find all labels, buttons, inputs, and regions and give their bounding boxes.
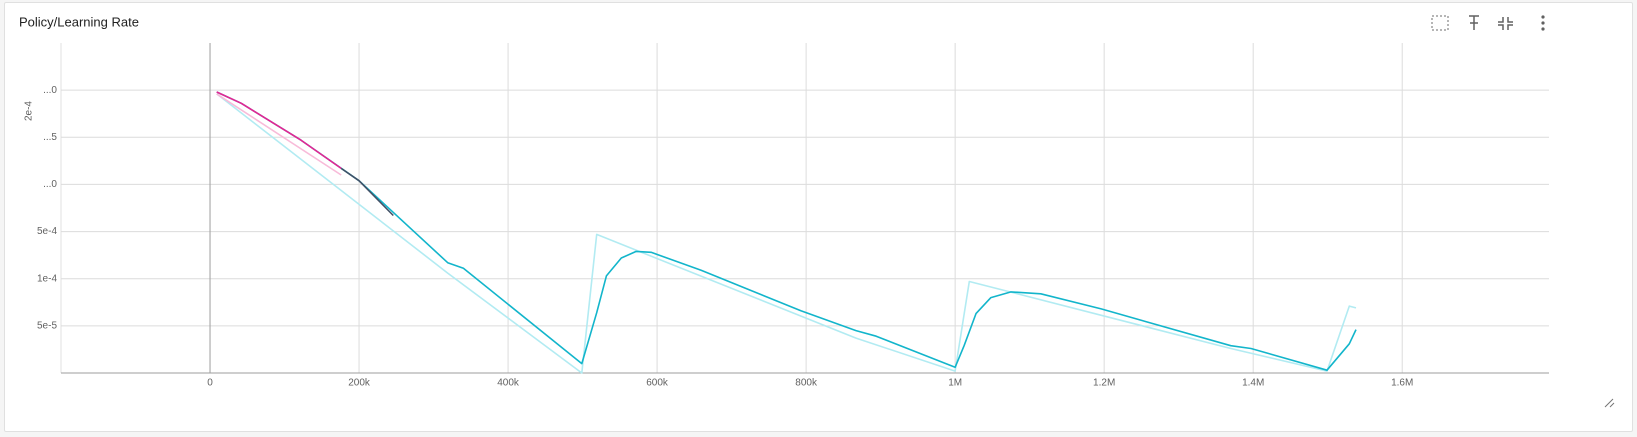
series-line — [216, 91, 342, 170]
x-tick-label: 1.2M — [1093, 378, 1115, 389]
pin-icon[interactable] — [1469, 15, 1479, 30]
x-tick-label: 1M — [948, 378, 962, 389]
series-line — [216, 93, 342, 176]
series-line — [340, 167, 394, 217]
toolbar — [1431, 15, 1615, 408]
x-tick-label: 800k — [795, 378, 818, 389]
y-tick-label: 1e-4 — [37, 273, 57, 284]
fit-domain-icon[interactable] — [1431, 15, 1449, 31]
y-label-fragment: 2e-4 — [24, 101, 35, 121]
series-line — [216, 93, 1357, 374]
resize-handle[interactable] — [1604, 398, 1615, 408]
x-tick-label: 400k — [497, 378, 520, 389]
y-tick-label: ...0 — [43, 179, 57, 190]
chart: Policy/Learning Rate 2e-4 5e-5 1e-4 5e-4..… — [19, 14, 1615, 408]
chart-card: Policy/Learning Rate 2e-4 5e-5 1e-4 5e-4..… — [4, 2, 1633, 432]
y-tick-label: ...0 — [43, 85, 57, 96]
chart-title: Policy/Learning Rate — [19, 14, 139, 29]
y-tick-label: 5e-4 — [37, 226, 57, 237]
more-icon[interactable] — [1541, 15, 1545, 31]
series-line — [216, 91, 1357, 371]
y-tick-label: ...5 — [43, 132, 57, 143]
y-tick-label: 5e-5 — [37, 320, 57, 331]
x-tick-label: 1.6M — [1391, 378, 1413, 389]
x-tick-label: 0 — [207, 378, 213, 389]
x-tick-label: 200k — [348, 378, 371, 389]
x-tick-label: 600k — [646, 378, 669, 389]
collapse-icon[interactable] — [1498, 17, 1513, 30]
x-tick-label: 1.4M — [1242, 378, 1264, 389]
